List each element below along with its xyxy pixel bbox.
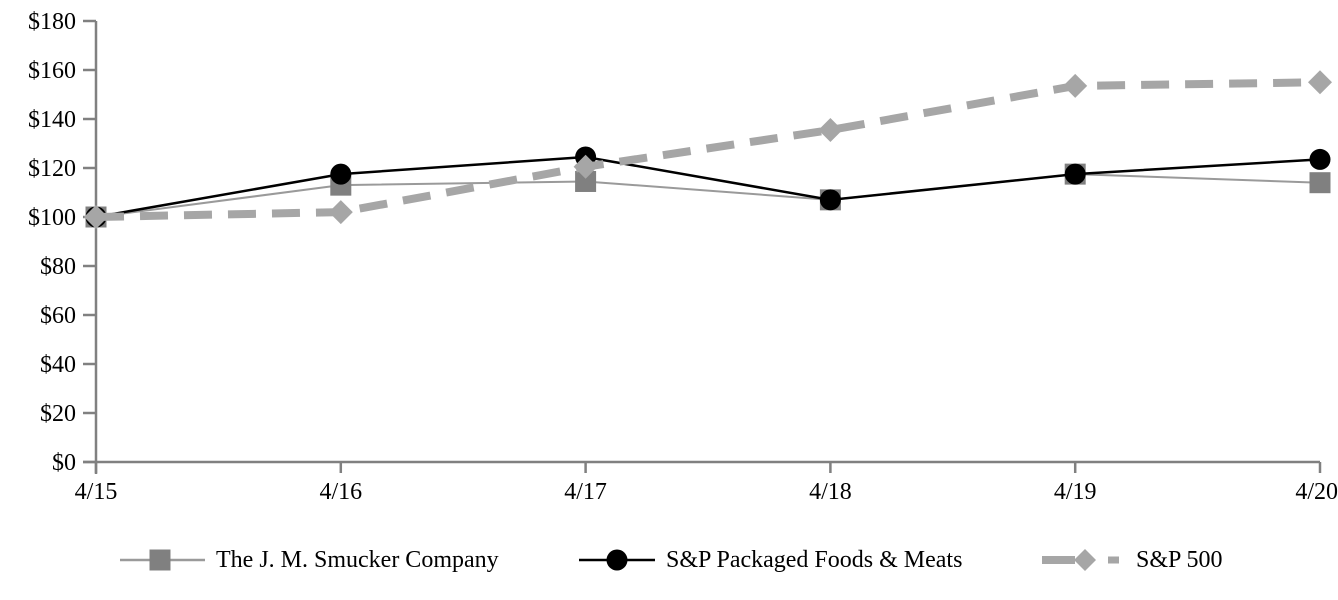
y-axis-tick-label: $140	[28, 107, 76, 133]
x-axis-tick-label: 4/15	[75, 479, 118, 505]
series-line-2	[95, 78, 1321, 221]
series-marker-2	[328, 200, 353, 225]
x-axis-tick-label: 4/17	[564, 479, 607, 505]
series-marker-0	[575, 170, 597, 192]
chart-canvas: $0 $20 $40 $60 $80 $100 $120 $140 $160 $180 4/15 4/…	[28, 9, 1338, 505]
y-axis-tick-label: $120	[28, 156, 76, 182]
legend-label-sp-foods: S&P Packaged Foods & Meats	[666, 547, 963, 573]
series-marker-2	[1308, 70, 1332, 95]
y-axis-tick-label: $80	[40, 254, 76, 280]
x-axis-tick-label: 4/20	[1295, 479, 1338, 505]
legend-label-sp500: S&P 500	[1136, 547, 1223, 573]
legend-marker-diamond-icon	[1042, 549, 1119, 571]
legend-marker-circle-icon	[579, 549, 655, 571]
x-axis-tick-label: 4/19	[1054, 479, 1097, 505]
series-marker-1	[819, 189, 841, 211]
series-line-0	[95, 173, 1321, 218]
series-marker-2	[1063, 73, 1088, 98]
y-axis-tick-label: $180	[28, 9, 76, 35]
y-axis-tick-label: $20	[40, 401, 76, 427]
y-axis-tick-label: $60	[40, 303, 76, 329]
y-axis-tick-label: $100	[28, 205, 76, 231]
y-axis-tick-label: $0	[52, 450, 76, 476]
y-axis-tick-label: $40	[40, 352, 76, 378]
series-marker-1	[1309, 148, 1331, 170]
legend-item-sp-foods: S&P Packaged Foods & Meats	[579, 546, 962, 574]
x-axis-tick-label: 4/18	[809, 479, 852, 505]
series-marker-0	[1309, 172, 1331, 194]
y-axis-tick-label: $160	[28, 58, 76, 84]
series-marker-2	[818, 118, 843, 143]
legend-item-sp500: S&P 500	[1042, 546, 1222, 574]
series-line-1	[95, 155, 1321, 219]
chart-legend: The J. M. Smucker Company S&P Packaged F…	[0, 546, 1338, 578]
x-axis-tick-label: 4/16	[319, 479, 362, 505]
legend-marker-square-icon	[120, 549, 205, 571]
legend-item-smucker: The J. M. Smucker Company	[120, 546, 499, 574]
series-marker-2	[573, 154, 598, 179]
series-marker-1	[330, 163, 352, 185]
series-marker-1	[1064, 163, 1086, 185]
legend-label-smucker: The J. M. Smucker Company	[216, 547, 499, 573]
series-marker-2	[84, 205, 108, 229]
